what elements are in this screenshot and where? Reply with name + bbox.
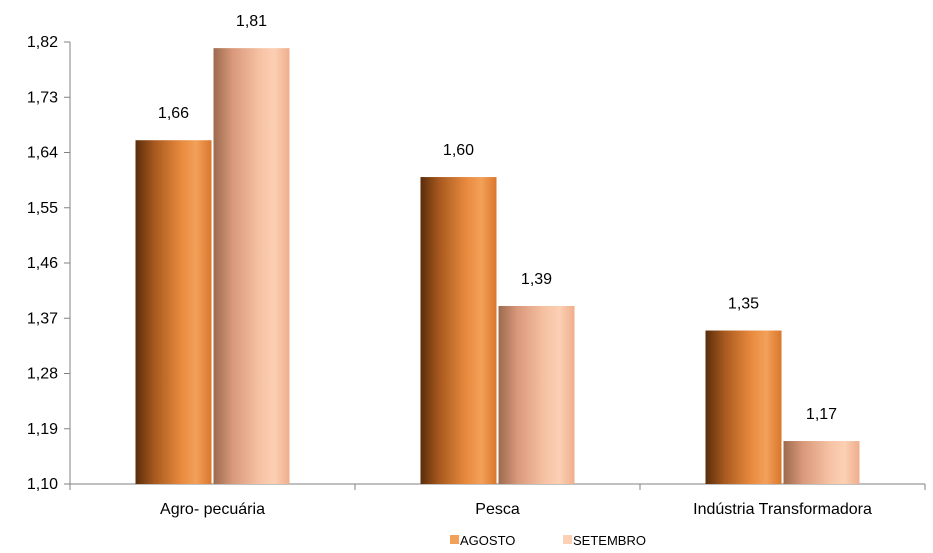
x-axis: Agro- pecuária Pesca Indústria Transformad… [69, 483, 926, 518]
y-tick-label: 1,19 [27, 421, 58, 438]
legend-swatch-agosto [450, 535, 459, 544]
y-tick-label: 1,10 [27, 476, 58, 493]
y-tick-label: 1,73 [27, 89, 58, 106]
data-label: 1,81 [236, 13, 267, 30]
category-label: Agro- pecuária [160, 501, 265, 518]
bar-agosto-1 [135, 140, 212, 484]
bar-setembro-2 [498, 305, 575, 484]
bar-setembro-1 [213, 48, 290, 485]
y-tick-label: 1,82 [27, 34, 58, 51]
data-labels: 1,66 1,81 1,60 1,39 1,35 1,17 [158, 13, 837, 423]
legend-label-agosto: AGOSTO [460, 533, 515, 548]
bars [135, 48, 860, 485]
y-tick-label: 1,64 [27, 145, 58, 162]
y-tick-label: 1,55 [27, 200, 58, 217]
y-tick-label: 1,37 [27, 310, 58, 327]
y-tick-label: 1,28 [27, 366, 58, 383]
data-label: 1,39 [521, 271, 552, 288]
legend-label-setembro: SETEMBRO [573, 533, 646, 548]
data-label: 1,60 [443, 142, 474, 159]
legend-swatch-setembro [563, 535, 572, 544]
y-tick-label: 1,46 [27, 255, 58, 272]
y-axis: 1,10 1,19 1,28 1,37 1,46 1,55 1,64 1,73 1,82 [27, 34, 71, 493]
data-label: 1,66 [158, 105, 189, 122]
data-label: 1,35 [728, 296, 759, 313]
bar-agosto-3 [705, 330, 782, 484]
data-label: 1,17 [806, 406, 837, 423]
bar-setembro-3 [783, 441, 860, 484]
category-label: Indústria Transformadora [693, 501, 872, 518]
legend: AGOSTO SETEMBRO [450, 533, 646, 548]
bar-agosto-2 [420, 177, 497, 485]
category-label: Pesca [475, 501, 520, 518]
